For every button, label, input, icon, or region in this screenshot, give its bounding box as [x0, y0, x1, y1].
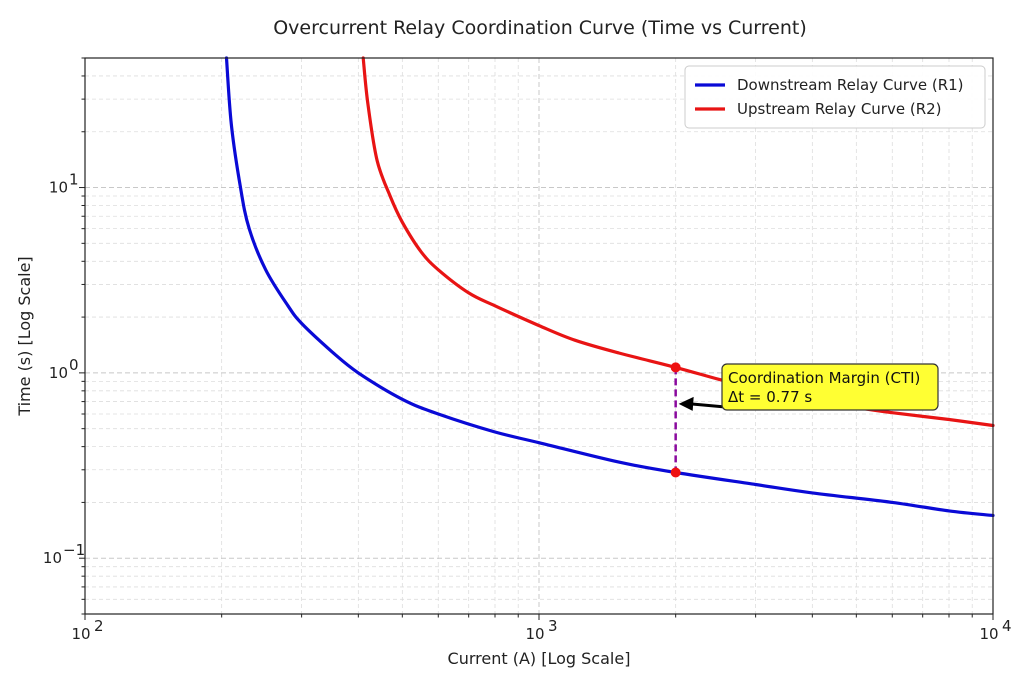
y-tick-label: 10 — [49, 179, 68, 197]
x-tick-label-exponent: 4 — [1002, 617, 1012, 635]
annotation-arrow-head — [678, 396, 694, 411]
legend-frame — [684, 65, 986, 129]
r1-margin-point — [670, 467, 681, 478]
x-axis-label: Current (A) [Log Scale] — [448, 649, 631, 668]
y-axis-label: Time (s) [Log Scale] — [15, 256, 34, 416]
annotation-group: Coordination Margin (CTI)Δt = 0.77 s — [670, 362, 939, 478]
series-line-r1-downstream — [224, 56, 995, 518]
legend: Downstream Relay Curve (R1) Upstream Rela… — [684, 65, 986, 129]
legend-entry-label: Downstream Relay Curve (R1) — [737, 76, 964, 94]
y-tick-label-exponent: 1 — [69, 171, 79, 189]
y-tick-label: 10 — [49, 364, 68, 382]
chart-title: Overcurrent Relay Coordination Curve (Ti… — [273, 17, 807, 39]
y-tick-label-exponent: 0 — [69, 356, 79, 374]
x-tick-label: 10 — [525, 625, 544, 643]
annotation-box — [721, 363, 939, 411]
x-tick-label: 10 — [979, 625, 998, 643]
annotation-line-1: Coordination Margin (CTI) — [728, 369, 920, 387]
annotation-line-2: Δt = 0.77 s — [728, 388, 812, 406]
r2-margin-point — [670, 362, 681, 373]
y-tick-label-exponent: −1 — [63, 541, 85, 559]
y-tick-label: 10 — [43, 549, 62, 567]
x-tick-label: 10 — [71, 625, 90, 643]
x-tick-label-exponent: 2 — [94, 617, 104, 635]
legend-entry-label: Upstream Relay Curve (R2) — [737, 100, 942, 118]
x-axis-ticks: 10 2 10 3 10 4 — [71, 614, 1012, 643]
x-tick-label-exponent: 3 — [548, 617, 558, 635]
annotation-arrow-shaft — [690, 402, 725, 409]
